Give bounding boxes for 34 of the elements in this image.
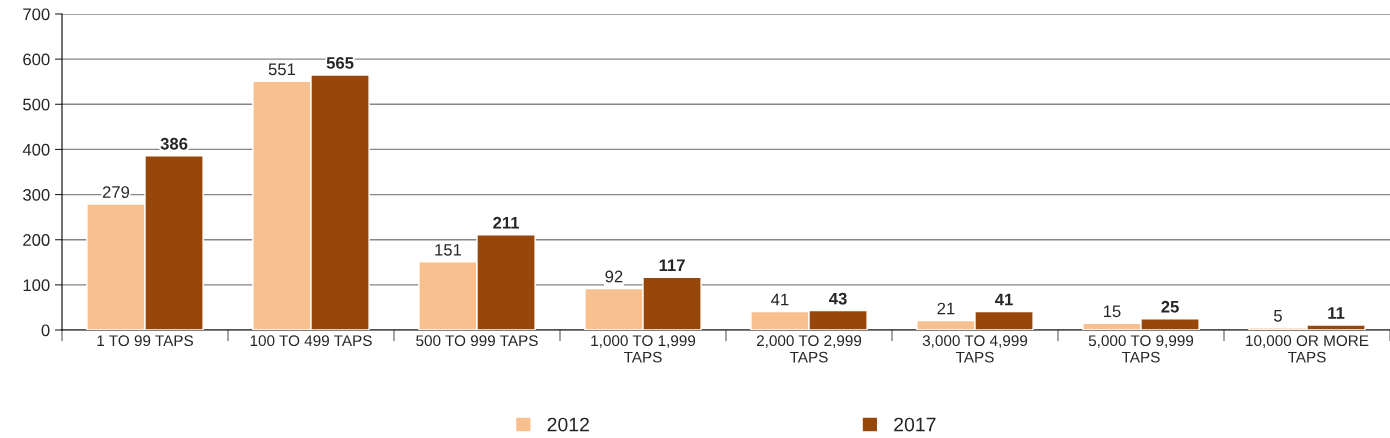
data-label: 21 [937,302,955,315]
data-label: 211 [493,216,520,229]
x-tick-label: 100 TO 499 TAPS [250,335,372,347]
data-label: 41 [995,293,1013,306]
y-tick-label: 300 [23,188,50,201]
data-label: 565 [326,57,354,69]
data-label: 15 [1103,305,1121,318]
y-tick-label: 200 [23,234,50,246]
x-tick-label: 3,000 TO 4,999 TAPS [922,335,1028,363]
x-tick-label: 5,000 TO 9,999 TAPS [1088,335,1194,363]
x-tick-label: 1 TO 99 TAPS [97,335,194,347]
data-label: 386 [160,137,188,150]
y-tick-label: 500 [23,98,50,111]
x-tick-label: 500 TO 999 TAPS [416,335,538,347]
data-label: 43 [829,292,847,305]
data-label: 41 [771,293,789,306]
data-label: 25 [1161,300,1179,313]
legend-label: 2012 [547,417,589,432]
x-tick-label: 10,000 OR MORE TAPS [1246,335,1369,363]
data-label: 117 [659,259,685,271]
data-label: 92 [605,270,623,283]
y-tick-label: 600 [23,53,50,66]
y-tick-label: 700 [23,8,50,21]
x-tick-label: 1,000 TO 1,999 TAPS [591,335,696,363]
data-label: 279 [102,186,130,198]
legend-label: 2017 [894,417,936,432]
data-label: 5 [1273,310,1282,322]
data-label: 151 [435,244,462,256]
data-label: 11 [1328,307,1345,319]
data-label: 551 [268,63,296,76]
y-tick-label: 100 [23,279,50,292]
y-tick-label: 0 [41,324,50,337]
y-tick-label: 400 [22,143,50,156]
x-tick-label: 2,000 TO 2,999 TAPS [756,335,862,363]
